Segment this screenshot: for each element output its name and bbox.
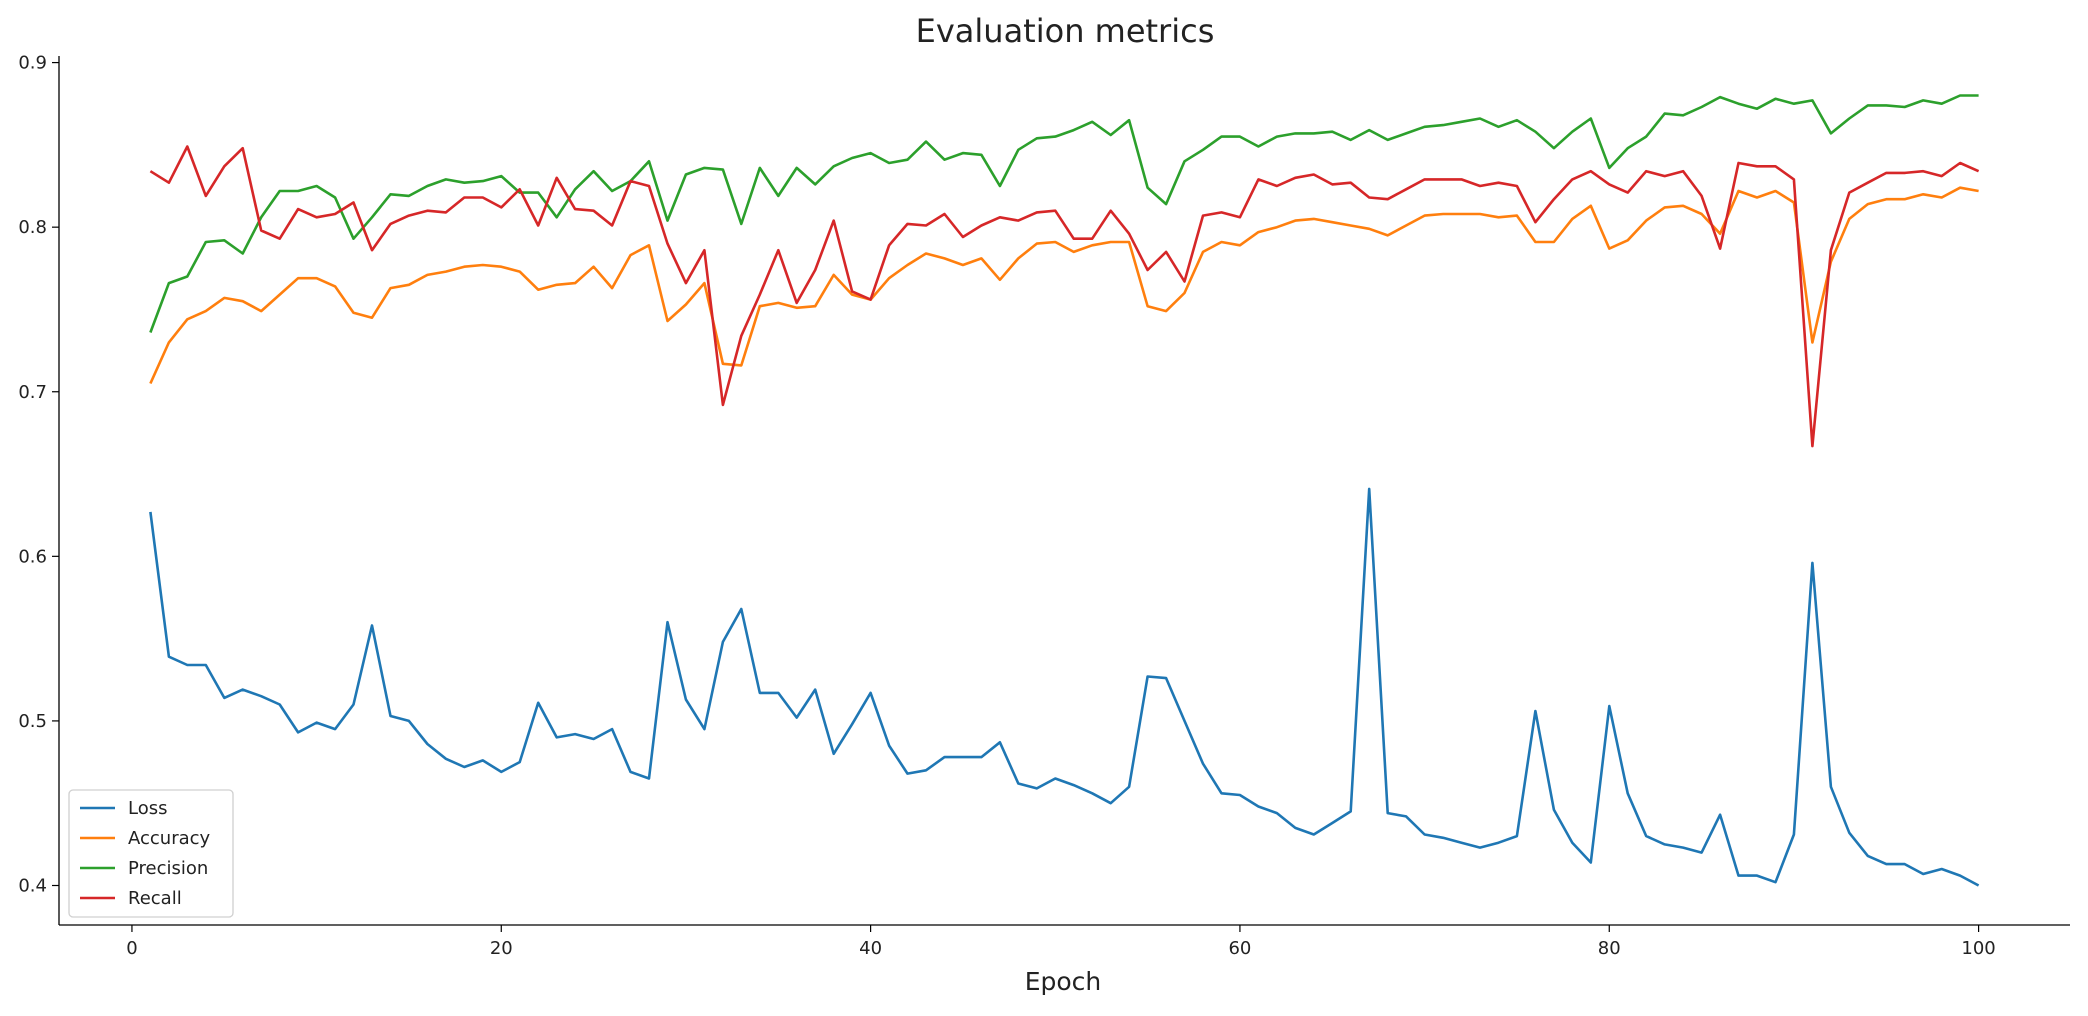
y-tick-label: 0.8: [18, 217, 47, 238]
legend-label-accuracy: Accuracy: [128, 828, 211, 849]
x-tick-label: 20: [490, 938, 513, 959]
x-tick-label: 0: [126, 938, 137, 959]
y-axis-ticks: 0.4 0.5 0.6 0.7 0.8 0.9: [18, 53, 59, 897]
y-tick-label: 0.5: [18, 711, 47, 732]
legend: Loss Accuracy Precision Recall: [68, 789, 234, 918]
y-tick-label: 0.6: [18, 546, 47, 567]
series-line-accuracy: [149, 186, 1979, 385]
legend-label-loss: Loss: [128, 798, 167, 819]
y-tick-label: 0.4: [18, 876, 47, 897]
series-line-precision: [149, 94, 1979, 333]
x-tick-label: 60: [1228, 938, 1251, 959]
legend-label-precision: Precision: [128, 858, 208, 879]
x-tick-label: 100: [1961, 938, 1995, 959]
plot-area: [149, 94, 1980, 887]
series-line-recall: [149, 145, 1980, 448]
legend-label-recall: Recall: [128, 888, 182, 909]
y-tick-label: 0.9: [18, 53, 47, 74]
y-tick-label: 0.7: [18, 382, 47, 403]
x-axis-label: Epoch: [1025, 967, 1102, 996]
x-axis-ticks: 0 20 40 60 80 100: [126, 925, 1996, 959]
series-line-loss: [149, 487, 1980, 887]
chart-title: Evaluation metrics: [916, 12, 1215, 50]
x-tick-label: 40: [859, 938, 882, 959]
x-tick-label: 80: [1598, 938, 1621, 959]
legend-frame: [68, 789, 234, 918]
